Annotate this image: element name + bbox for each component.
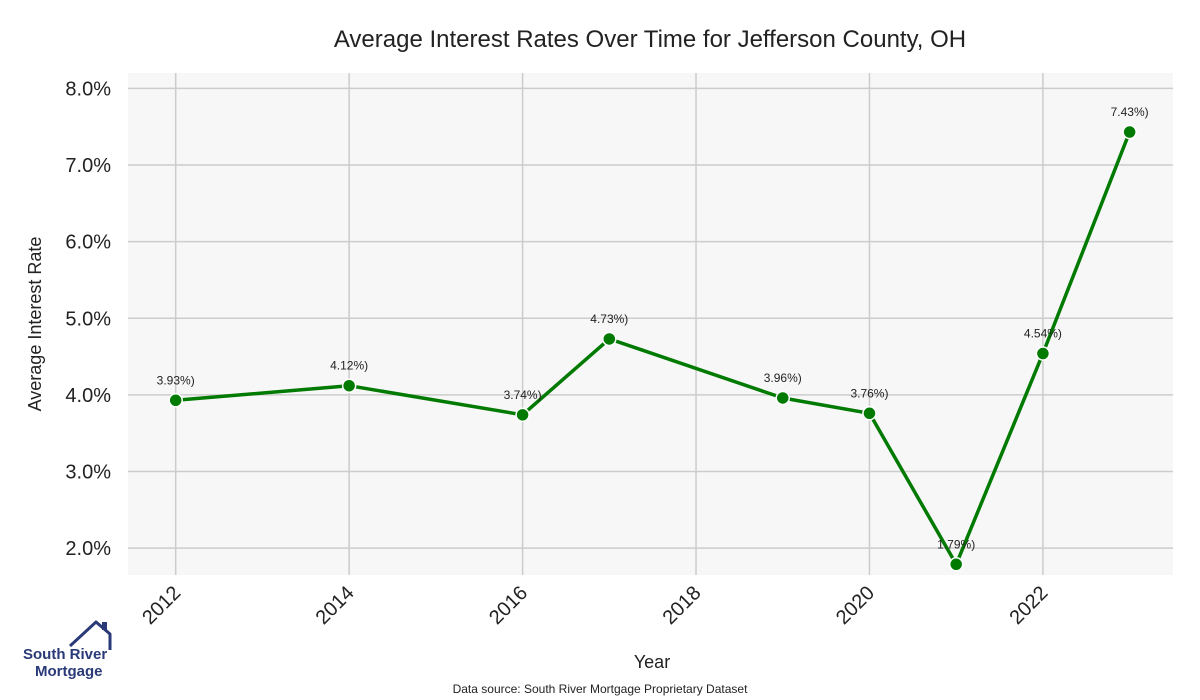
grid [128,73,1173,575]
data-point [862,406,877,421]
brand-logo: South River Mortgage [23,620,112,680]
x-axis-label: Year [634,652,670,672]
x-axis-ticks: 2012 2014 2016 2018 2020 2022 [138,582,1052,629]
chart-title: Average Interest Rates Over Time for Jef… [334,26,966,53]
x-tick-label: 2020 [832,582,879,629]
y-tick-label: 5.0% [65,308,111,330]
x-tick-label: 2022 [1005,582,1052,629]
data-label: 3.74%) [504,388,542,402]
data-point [168,393,183,408]
series: 3.93%) 4.12%) 3.74%) 4.73%) 3.96%) 3.76%) 1.79… [157,105,1149,572]
x-tick-label: 2016 [485,582,532,629]
data-label: 3.96%) [764,371,802,385]
x-tick-label: 2018 [659,582,706,629]
data-label: 4.12%) [330,359,368,373]
x-tick-label: 2012 [138,582,185,629]
data-label: 7.43%) [1111,105,1149,119]
y-axis-label: Average Interest Rate [25,237,45,412]
data-point [775,390,791,406]
data-point [1035,346,1051,361]
x-tick-label: 2014 [312,582,359,629]
y-tick-label: 6.0% [65,232,111,254]
y-tick-label: 7.0% [65,155,111,177]
data-label: 3.76%) [850,386,888,400]
logo-line-1: South River [23,646,107,663]
data-point [948,557,964,572]
data-label: 4.73%) [590,312,628,326]
y-axis-ticks: 2.0% 3.0% 4.0% 5.0% 6.0% 7.0% 8.0% [65,78,111,560]
data-label: 3.93%) [157,373,195,387]
logo-line-2: Mortgage [35,663,103,680]
y-tick-label: 8.0% [65,78,111,100]
data-point [1122,124,1137,140]
house-chimney-icon [102,622,107,630]
data-point [341,378,357,393]
data-label: 4.54%) [1024,327,1062,341]
data-source-note: Data source: South River Mortgage Propri… [453,682,748,696]
data-label: 1.79%) [937,537,975,551]
y-tick-label: 2.0% [65,538,111,560]
plot-area [128,73,1173,575]
y-tick-label: 3.0% [65,462,111,484]
data-point [515,407,530,423]
data-point [602,331,617,347]
y-tick-label: 4.0% [65,385,111,407]
